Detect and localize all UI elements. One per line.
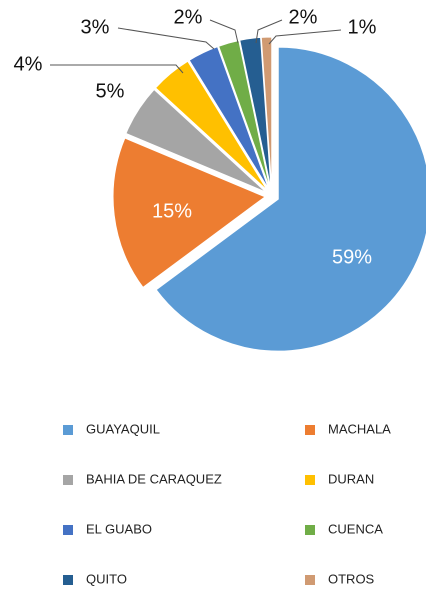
data-label: 3% — [81, 16, 110, 38]
leader-line — [117, 27, 215, 50]
pie-slice — [112, 137, 267, 289]
data-label: 2% — [289, 6, 318, 28]
legend-marker — [63, 425, 73, 435]
data-label: 15% — [152, 200, 192, 222]
pie-slice — [188, 46, 270, 190]
pie-slice — [155, 46, 426, 352]
leader-line — [268, 29, 342, 45]
legend-label: OTROS — [328, 571, 375, 586]
pie-slice — [218, 39, 271, 190]
legend-marker — [305, 525, 315, 535]
data-label: 4% — [14, 53, 43, 75]
legend-label: CUENCA — [328, 521, 383, 536]
data-label: 59% — [332, 246, 372, 268]
data-label: 1% — [348, 16, 377, 38]
pie-slice — [260, 36, 273, 190]
leader-line — [255, 19, 283, 44]
legend-label: GUAYAQUIL — [86, 421, 160, 436]
legend-marker — [305, 425, 315, 435]
pie-slice — [239, 36, 272, 190]
legend-marker — [63, 525, 73, 535]
data-label: 5% — [96, 80, 125, 102]
legend-label: DURAN — [328, 471, 374, 486]
legend-marker — [305, 475, 315, 485]
data-label: 2% — [174, 6, 203, 28]
legend-label: QUITO — [86, 571, 127, 586]
leader-line — [50, 64, 184, 74]
legend-marker — [63, 475, 73, 485]
legend-label: EL GUABO — [86, 521, 152, 536]
legend-label: BAHIA DE CARAQUEZ — [86, 471, 222, 486]
pie-slice — [154, 60, 268, 191]
legend-marker — [305, 575, 315, 585]
leader-line — [209, 19, 239, 44]
legend-marker — [63, 575, 73, 585]
pie-slice — [125, 88, 267, 193]
legend-label: MACHALA — [328, 421, 391, 436]
